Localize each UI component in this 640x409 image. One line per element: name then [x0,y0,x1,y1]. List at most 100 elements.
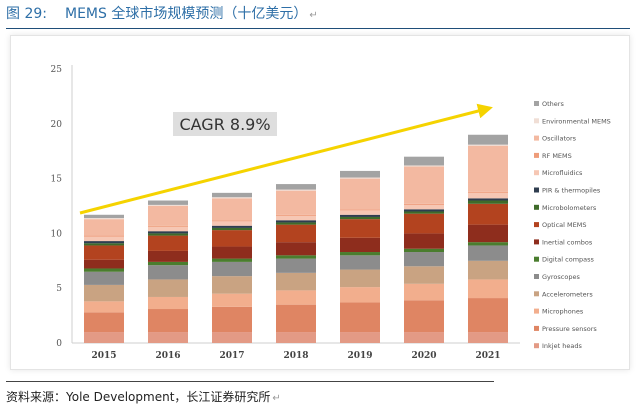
bar-segment [212,276,252,294]
x-tick-label: 2015 [91,351,116,361]
legend-swatch [534,101,539,106]
cagr-label-box [173,112,277,136]
bar-segment [404,233,444,249]
bar-segment [340,219,380,238]
bar-segment [404,211,444,214]
x-tick-label: 2019 [347,351,372,361]
legend-swatch [534,274,539,279]
caption-rule [6,28,630,29]
bar-segment [340,237,380,253]
bar-segment [404,252,444,267]
bar-segment [404,203,444,205]
cagr-trend-arrow [79,103,493,215]
bar-segment [468,198,508,201]
bar-segment [468,144,508,146]
bar-segment [276,184,316,190]
bar-segment [148,226,188,232]
bar-segment [84,236,124,242]
bar-segment [276,332,316,343]
bar-segment [84,219,124,236]
bar-segment [212,306,252,333]
bar-segment [212,220,252,222]
source-rule [6,381,494,382]
x-tick-label: 2021 [475,351,500,361]
y-tick-label: 10 [51,229,63,239]
bar-segment [276,224,316,243]
source-text: 资料来源：Yole Development，长江证券研究所 [6,390,271,404]
legend-swatch [534,308,539,314]
bar-segment [84,214,124,219]
bar-segment [84,312,124,333]
legend-swatch [534,239,539,245]
bar-segment [468,242,508,246]
bar-segment [468,224,508,243]
bar-segment [468,245,508,261]
bar-segment [340,332,380,343]
bar-segment [212,261,252,277]
bar-segment [276,222,316,225]
bar-segment [148,332,188,343]
bar-segment [212,258,252,262]
legend-swatch [534,204,539,210]
bar-segment [340,178,380,210]
bar-segment [468,145,508,192]
bar-segment [148,233,188,236]
bar-segment [84,268,124,272]
bar-segment [404,213,444,234]
bar-segment [340,302,380,333]
bar-segment [276,304,316,333]
bar-segment [468,260,508,280]
bar-segment [340,287,380,303]
bar-segment [148,231,188,234]
bar-segment [212,227,252,231]
bar-segment [340,255,380,270]
bar-segment [212,197,252,199]
legend-swatch [534,170,539,176]
legend-item-label: Accelerometers [542,290,593,298]
legend-item-label: Microphones [542,308,584,316]
bar-segment [276,255,316,259]
bar-segment [404,248,444,253]
bar-segment [212,225,252,228]
bar-segment [404,166,444,204]
bar-segment [212,198,252,221]
bar-segment [276,220,316,223]
bar-segment [148,204,188,206]
y-tick-label: 25 [51,65,63,75]
bar-segment [276,214,316,216]
bar-segment [340,214,380,217]
bar-segment [468,134,508,145]
paragraph-mark-icon: ↵ [309,10,318,21]
bar-segment [404,204,444,210]
bar-segment [276,258,316,273]
y-tick-label: 20 [51,120,63,130]
bar-segment [340,269,380,288]
figure-number: 图 29: [6,6,47,22]
cagr-label: CAGR 8.9% [179,115,270,134]
bar-segment [148,206,188,226]
bar-segment [340,216,380,220]
x-tick-label: 2018 [283,351,308,361]
bar-segment [468,192,508,199]
bar-segment [84,259,124,269]
legend-swatch [534,187,539,193]
bar-segment [212,332,252,343]
legend-item-label: Inkjet heads [542,342,582,350]
y-tick-label: 0 [56,339,62,349]
bar-segment [404,266,444,284]
legend-item-label: Oscillators [542,135,577,143]
bar-segment [404,209,444,212]
bar-segment [404,165,444,167]
bar-segment [212,192,252,198]
bar-segment [468,298,508,333]
bar-segment [84,235,124,237]
bar-segment [84,284,124,302]
legend-swatch [534,256,539,262]
legend-swatch [534,118,539,124]
figure-caption: 图 29: MEMS 全球市场规模预测（十亿美元） ↵ [6,3,318,25]
bar-segment [148,250,188,262]
legend-item-label: Optical MEMS [542,221,586,229]
bar-segment [340,177,380,179]
bar-segment [212,230,252,247]
bar-segment [84,332,124,343]
